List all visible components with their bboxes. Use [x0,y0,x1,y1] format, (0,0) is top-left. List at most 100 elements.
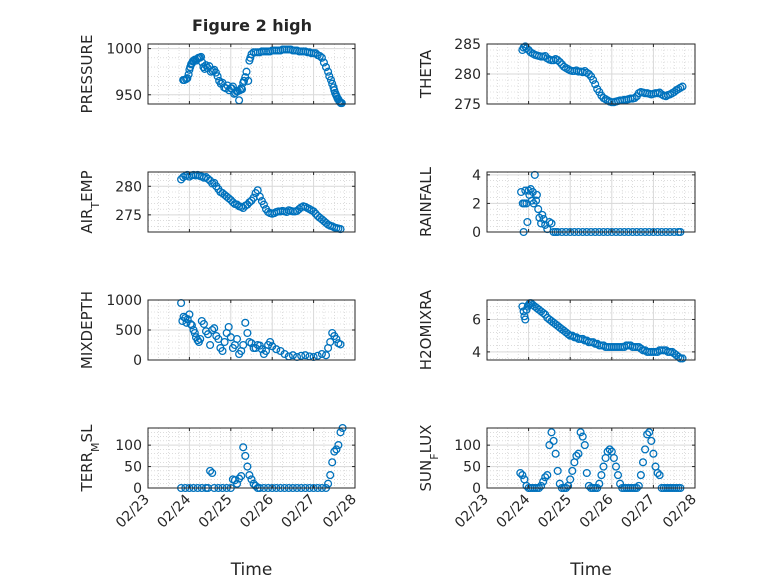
x-tick-label: 02/23 [452,492,492,532]
data-point [237,84,246,93]
data-point [195,53,204,62]
data-point [182,75,191,84]
data-point [532,190,541,199]
data-point [564,330,573,339]
data-point [551,449,560,458]
data-point [317,53,326,62]
data-point [645,428,654,437]
data-point [208,325,217,335]
x-tick-label: 02/26 [577,491,617,531]
data-point [578,334,587,343]
figure-title: Figure 2 high [192,16,312,35]
data-point [591,80,600,89]
data-point [537,219,546,228]
data-point [576,428,585,437]
data-point [678,82,687,91]
axes-box [147,171,356,233]
x-axis-label: Time [230,560,273,580]
data-point [232,334,242,344]
data-point [184,70,193,79]
data-point [326,337,335,347]
data-point [605,445,614,454]
x-tick-label: 02/25 [535,492,575,532]
axes-box [486,427,696,489]
subplot-1: 950 1000 PRESSURE [78,35,356,113]
data-point [257,345,266,354]
data-point [524,186,533,195]
data-point [214,334,223,344]
data-point [239,76,249,85]
data-point [272,345,281,354]
data-point [647,436,656,445]
subplot-4: 0 2 4 RAINFALL [417,166,696,241]
y-axis-label: SUNFLUX [417,425,441,492]
data-point [313,351,322,360]
data-point [224,322,233,332]
data-point [206,466,215,475]
data-point [334,441,343,450]
data-point [521,315,530,324]
subplot-6: 4 6 H2OMIXRA [417,289,696,370]
y-tick-label: 500 [115,323,142,339]
data-point [311,209,320,218]
data-point [251,481,260,490]
data-point [332,334,341,344]
data-point [566,475,575,484]
data-point [336,340,345,349]
data-point [553,466,562,475]
y-tick-label: 275 [454,97,481,113]
data-point [553,56,562,65]
y-axis-label: AIRTEMP [78,170,102,233]
data-point [324,479,333,488]
subplot-8: 0 50 100 SUNFLUX 02/23 02/24 02/25 02/26 02/27 02… [417,425,700,580]
data-point [636,344,645,353]
data-point [183,74,192,83]
subplot-2: 275 280 285 THETA [417,37,696,113]
data-point [237,471,246,481]
data-point [636,471,645,480]
data-point [336,428,345,437]
data-point [638,458,648,467]
y-axis-label: THETA [417,49,435,99]
data-point [245,198,254,207]
y-tick-label: 1000 [106,293,142,309]
data-point [326,75,336,85]
data-point [203,174,213,183]
data-point [516,468,525,478]
data-point [589,75,598,85]
x-tick-label: 02/28 [320,492,360,532]
data-point [547,219,556,228]
data-point [603,447,612,456]
data-point [597,471,606,480]
data-point [532,196,541,205]
subplot-3: 275 280 AIRTEMP [78,170,356,234]
y-axis-label: TERRMSL [78,424,102,493]
data-point [208,468,217,478]
data-point [309,207,318,216]
data-point [218,346,227,356]
data-point [568,331,577,340]
data-point [337,99,346,108]
data-point [545,441,554,450]
data-point [247,475,256,484]
x-axis-label: Time [569,560,612,580]
data-point [589,338,598,347]
axes-box [486,171,696,233]
data-point [255,192,264,201]
y-tick-label: 0 [472,481,481,497]
y-tick-label: 6 [472,312,481,328]
data-point [641,445,650,454]
data-point [241,318,250,327]
data-point [653,468,662,478]
data-point [239,443,248,452]
y-tick-label: 100 [115,438,142,454]
data-point [580,441,589,450]
data-point [213,72,222,81]
data-point [245,471,254,480]
data-point [319,58,328,67]
data-point [232,479,242,488]
data-point [539,308,548,318]
data-point [534,205,543,214]
